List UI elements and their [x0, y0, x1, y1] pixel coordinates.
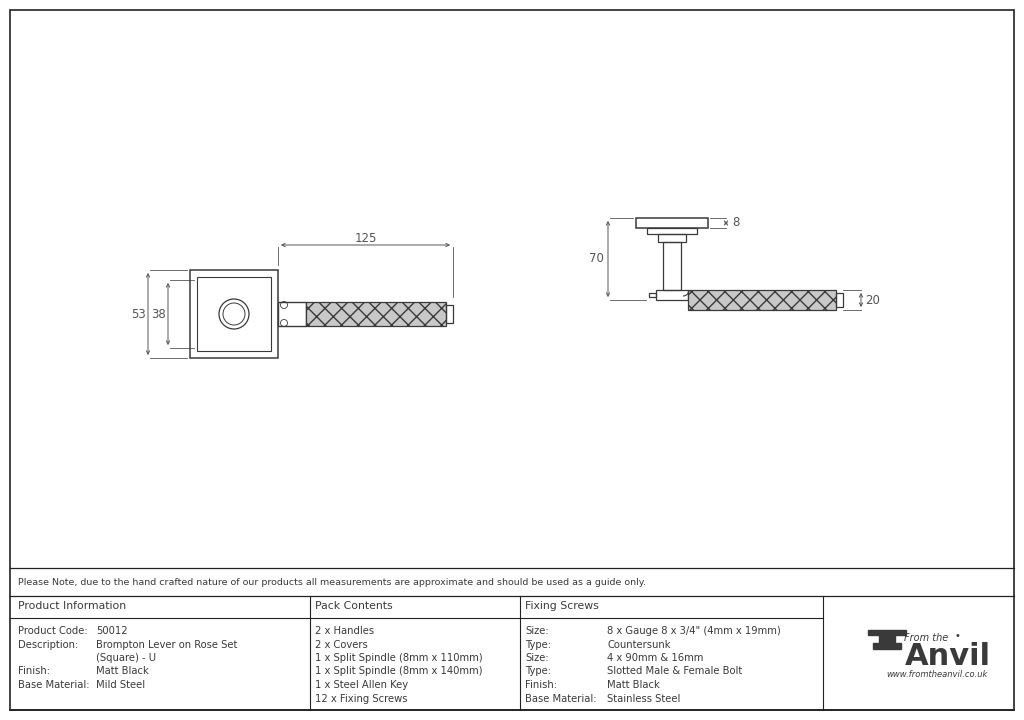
- Text: Countersunk: Countersunk: [607, 639, 671, 649]
- Text: Fixing Screws: Fixing Screws: [525, 601, 599, 611]
- Bar: [663, 242, 681, 290]
- Text: 4 x 90mm & 16mm: 4 x 90mm & 16mm: [607, 653, 703, 663]
- Text: Size:: Size:: [525, 653, 549, 663]
- Text: Product Information: Product Information: [18, 601, 126, 611]
- Text: 1 x Split Spindle (8mm x 110mm): 1 x Split Spindle (8mm x 110mm): [315, 653, 482, 663]
- Text: 12 x Fixing Screws: 12 x Fixing Screws: [315, 693, 408, 703]
- Text: 1 x Split Spindle (8mm x 140mm): 1 x Split Spindle (8mm x 140mm): [315, 667, 482, 677]
- Text: Finish:: Finish:: [525, 680, 557, 690]
- Bar: [306, 302, 446, 326]
- Text: Matt Black: Matt Black: [607, 680, 659, 690]
- Bar: [836, 293, 843, 307]
- Text: Base Material:: Base Material:: [18, 680, 89, 690]
- Text: Type:: Type:: [525, 639, 551, 649]
- Text: Anvil: Anvil: [904, 642, 990, 671]
- Text: 50012: 50012: [96, 626, 128, 636]
- Bar: [656, 290, 688, 300]
- Text: From the: From the: [904, 633, 949, 643]
- Text: Slotted Male & Female Bolt: Slotted Male & Female Bolt: [607, 667, 742, 677]
- Bar: [647, 228, 697, 234]
- Text: Matt Black: Matt Black: [96, 667, 148, 677]
- Bar: [867, 630, 905, 635]
- Text: Brompton Lever on Rose Set: Brompton Lever on Rose Set: [96, 639, 238, 649]
- Bar: [190, 270, 278, 358]
- Bar: [658, 234, 686, 242]
- Bar: [688, 290, 836, 310]
- Text: Please Note, due to the hand crafted nature of our products all measurements are: Please Note, due to the hand crafted nat…: [18, 578, 646, 587]
- Text: Type:: Type:: [525, 667, 551, 677]
- Text: 53: 53: [132, 307, 146, 320]
- Text: 2 x Handles: 2 x Handles: [315, 626, 374, 636]
- Bar: [278, 302, 306, 326]
- Text: Product Code:: Product Code:: [18, 626, 88, 636]
- Bar: [197, 277, 271, 351]
- Text: 8: 8: [732, 217, 739, 230]
- Text: (Square) - U: (Square) - U: [96, 653, 156, 663]
- Text: Mild Steel: Mild Steel: [96, 680, 145, 690]
- Text: 70: 70: [589, 253, 603, 266]
- Bar: [879, 635, 895, 643]
- Text: 1 x Steel Allen Key: 1 x Steel Allen Key: [315, 680, 409, 690]
- Text: Finish:: Finish:: [18, 667, 50, 677]
- Text: Stainless Steel: Stainless Steel: [607, 693, 680, 703]
- Text: 8 x Gauge 8 x 3/4" (4mm x 19mm): 8 x Gauge 8 x 3/4" (4mm x 19mm): [607, 626, 780, 636]
- Text: www.fromtheanvil.co.uk: www.fromtheanvil.co.uk: [887, 670, 988, 679]
- Text: Base Material:: Base Material:: [525, 693, 597, 703]
- Bar: [649, 293, 656, 297]
- Bar: [446, 305, 453, 323]
- Bar: [872, 643, 900, 649]
- Text: Pack Contents: Pack Contents: [315, 601, 392, 611]
- Text: Description:: Description:: [18, 639, 78, 649]
- Bar: [636, 218, 708, 228]
- Text: •: •: [954, 631, 961, 641]
- Text: 20: 20: [865, 294, 881, 307]
- Text: 2 x Covers: 2 x Covers: [315, 639, 368, 649]
- Text: Size:: Size:: [525, 626, 549, 636]
- Text: 38: 38: [152, 307, 166, 320]
- Text: 125: 125: [354, 232, 377, 245]
